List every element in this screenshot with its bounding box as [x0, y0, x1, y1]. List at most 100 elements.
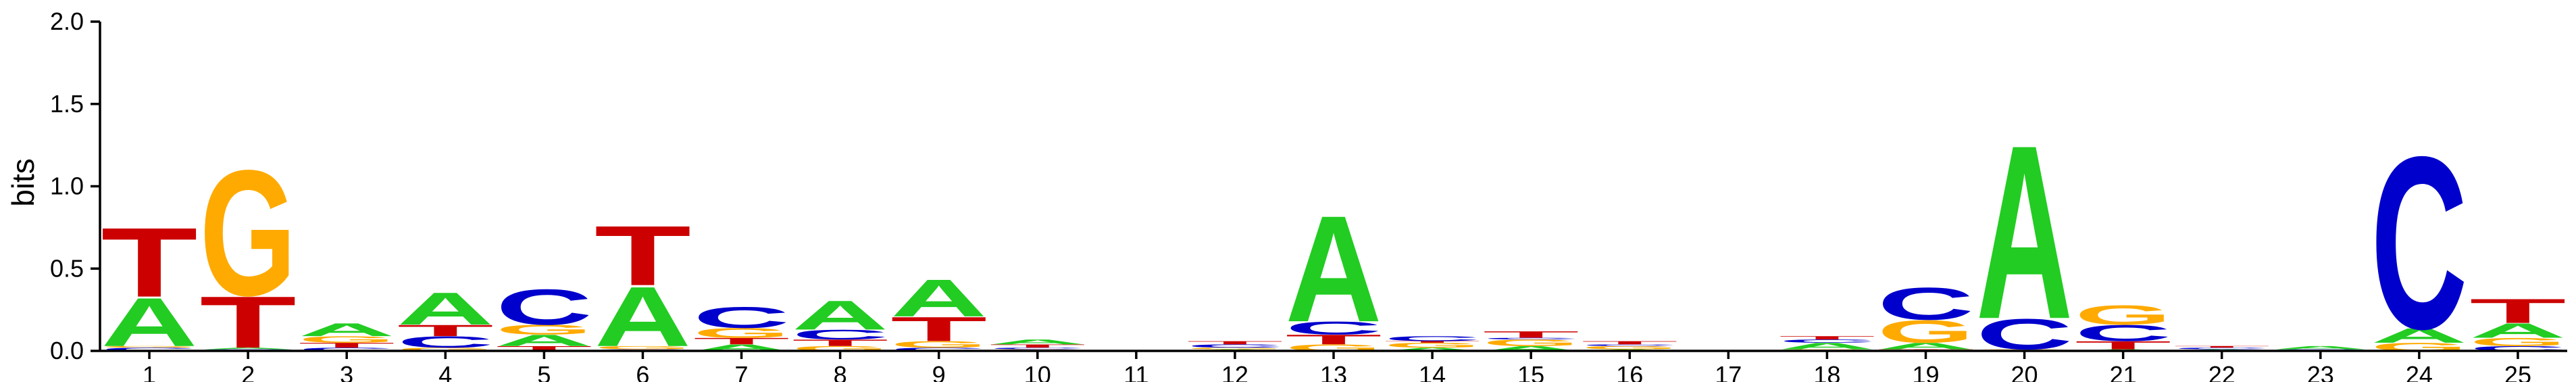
x-tick-label: 1: [143, 361, 156, 382]
logo-glyph-A: A: [1779, 341, 1875, 351]
x-tick-label: 16: [1616, 361, 1643, 382]
logo-glyph-T: T: [200, 281, 297, 364]
logo-glyph-A: A: [1285, 184, 1382, 354]
logo-glyph-A: A: [792, 292, 888, 338]
logo-position-24: GAC: [2371, 106, 2467, 381]
logo-glyph-A: A: [397, 283, 494, 335]
y-axis: 0.0 0.5 1.0 1.5 2.0: [50, 7, 101, 364]
logo-glyph-A: A: [890, 268, 987, 327]
logo-glyph-T: T: [595, 208, 691, 303]
x-tick-label: 19: [1912, 361, 1939, 382]
logo-glyph-T: T: [397, 322, 494, 340]
logo-glyph-T: T: [890, 310, 987, 348]
logo-glyph-G: G: [1582, 345, 1678, 350]
logo-glyph-C: C: [397, 333, 494, 352]
logo-glyph-G: G: [890, 339, 987, 350]
logo-glyph-A: A: [496, 331, 592, 350]
logo-glyph-T: T: [2075, 339, 2171, 352]
y-tick-label: 0.5: [50, 254, 84, 282]
logo-glyph-G: G: [1384, 341, 1481, 349]
x-tick-label: 15: [1517, 361, 1544, 382]
x-tick-label: 20: [2011, 361, 2038, 382]
x-tick-label: 8: [834, 361, 847, 382]
logo-glyph-T: T: [792, 337, 888, 348]
x-axis: 1 2 3 4 5 6 7 8 9 10 11 12 13 14 15 16 17 18 19 20 21 22 23 24 2…: [100, 350, 2567, 382]
logo-glyph-C: C: [1384, 335, 1481, 342]
logo-glyph-T: T: [1483, 329, 1580, 339]
x-tick-label: 21: [2110, 361, 2137, 382]
logo-glyph-T: T: [2173, 345, 2270, 348]
logo-glyph-T: T: [299, 341, 395, 349]
logo-glyph-T: T: [1779, 335, 1875, 341]
y-tick-label: 2.0: [50, 7, 84, 35]
logo-glyph-T: T: [2469, 291, 2566, 330]
logo-glyph-C: C: [1582, 344, 1678, 347]
logo-glyph-G: G: [299, 335, 395, 345]
logo-glyph-T: T: [693, 336, 790, 346]
x-tick-label: 14: [1419, 361, 1446, 382]
x-tick-label: 23: [2307, 361, 2334, 382]
logo-glyph-G: G: [496, 322, 592, 337]
logo-glyph-G: G: [1483, 337, 1580, 348]
logo-glyph-C: C: [1779, 339, 1875, 344]
logo-glyph-T: T: [1582, 340, 1678, 345]
logo-glyph-T: T: [101, 208, 197, 318]
x-tick-label: 11: [1123, 361, 1148, 382]
x-tick-label: 22: [2208, 361, 2236, 382]
x-tick-label: 2: [241, 361, 255, 382]
logo-glyph-C: C: [496, 279, 592, 335]
y-tick-label: 0.0: [50, 337, 84, 364]
logo-glyph-C: C: [101, 347, 197, 352]
logo-glyph-T: T: [1285, 332, 1382, 348]
logo-glyph-C: C: [1877, 279, 1974, 330]
logo-glyph-A: A: [2371, 324, 2467, 347]
logo-glyph-G: G: [2469, 335, 2566, 348]
logo-glyph-A: A: [595, 270, 691, 364]
logo-glyph-A: A: [989, 338, 1086, 345]
logo-glyph-C: C: [1483, 337, 1580, 340]
x-tick-label: 3: [340, 361, 353, 382]
x-tick-label: 24: [2406, 361, 2433, 382]
logo-glyph-A: A: [299, 319, 395, 339]
logo-glyph-C: C: [989, 347, 1086, 350]
logo-glyph-T: T: [496, 345, 592, 352]
x-tick-label: 9: [932, 361, 946, 382]
logo-glyph-C: C: [2469, 345, 2566, 352]
logo-glyph-T: T: [1384, 341, 1481, 343]
logo-glyph-A: A: [2469, 319, 2566, 342]
x-tick-label: 25: [2504, 361, 2531, 382]
logo-position-20: GCA: [1976, 93, 2073, 371]
logo-glyph-G: G: [2075, 300, 2171, 331]
logo-glyph-G: G: [200, 133, 297, 333]
logo-glyph-C: C: [693, 301, 790, 334]
y-axis-label: bits: [5, 158, 41, 207]
x-tick-label: 13: [1320, 361, 1347, 382]
logo-glyph-G: G: [595, 345, 691, 350]
logo-glyph-G: G: [693, 325, 790, 341]
logo-glyph-A: A: [1384, 347, 1480, 352]
x-tick-label: 17: [1715, 361, 1742, 382]
logo-glyph-C: C: [2371, 106, 2467, 381]
logo-glyph-G: G: [101, 345, 197, 348]
x-tick-label: 7: [735, 361, 749, 382]
logo-glyph-A: A: [200, 347, 297, 350]
logo-glyph-G: G: [1186, 347, 1283, 350]
x-tick-label: 5: [537, 361, 551, 382]
logo-glyph-G: G: [397, 347, 494, 352]
x-tick-label: 10: [1024, 361, 1051, 382]
